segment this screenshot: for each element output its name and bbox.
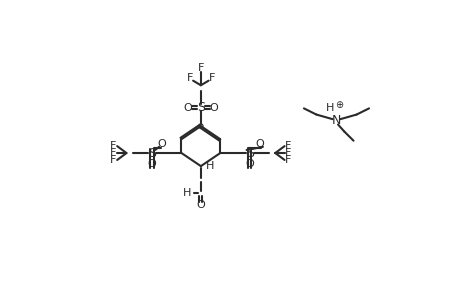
Text: F: F [285, 141, 291, 151]
Text: H: H [206, 161, 214, 171]
Text: F: F [110, 141, 116, 151]
Text: O: O [255, 139, 263, 149]
Text: S: S [196, 101, 204, 114]
Text: H: H [182, 188, 190, 198]
Text: F: F [285, 148, 291, 158]
Text: O: O [245, 159, 253, 169]
Text: O: O [147, 159, 156, 169]
Text: S: S [245, 146, 253, 160]
Text: O: O [196, 200, 205, 210]
Text: F: F [186, 73, 193, 82]
Text: ⊕: ⊕ [334, 100, 342, 110]
Text: H: H [325, 103, 333, 112]
Text: F: F [110, 155, 116, 165]
Text: O: O [157, 139, 166, 149]
Text: S: S [148, 146, 156, 160]
Text: O: O [183, 103, 192, 112]
Text: F: F [110, 148, 116, 158]
Text: F: F [208, 73, 214, 82]
Text: O: O [209, 103, 218, 112]
Text: F: F [285, 155, 291, 165]
Text: F: F [197, 63, 204, 73]
Text: N: N [331, 114, 341, 127]
